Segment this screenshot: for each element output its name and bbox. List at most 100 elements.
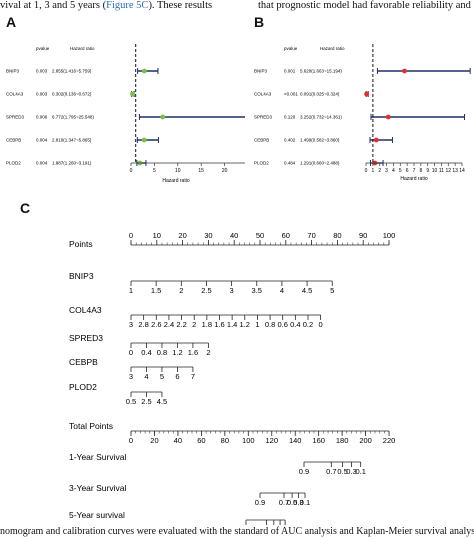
- forest-a-header-hr: Hazard ratio: [70, 46, 95, 51]
- nomogram-tick-label: 0.8: [157, 348, 167, 357]
- forest-a-xtick-label: 0: [130, 168, 133, 174]
- panel-label-c: C: [20, 200, 31, 216]
- nomogram-tick-label: 80: [221, 436, 229, 445]
- forest-b-xtick-label: 3: [385, 168, 388, 174]
- nomogram-tick-label: 0.3: [293, 498, 303, 507]
- nomogram-tick-label: 140: [289, 436, 302, 445]
- nomogram-tick-label: 0: [319, 320, 323, 329]
- forest-a-xtick-label: 10: [175, 168, 181, 174]
- nomogram-tick-label: 20: [150, 436, 158, 445]
- nomogram-tick-label: 1.6: [188, 348, 198, 357]
- nomogram-tick-label: 1.8: [202, 320, 212, 329]
- nomogram-tick-label: 50: [256, 231, 264, 240]
- forest-b-pvalue: 0.402: [284, 138, 296, 143]
- forest-b-xtick-label: 12: [446, 168, 452, 174]
- nomogram-row-label: Points: [69, 239, 93, 249]
- forest-a-pvalue: 0.004: [36, 138, 48, 143]
- forest-b-xtick-label: 2: [378, 168, 381, 174]
- figure-5c-link[interactable]: Figure 5C: [106, 0, 149, 11]
- forest-b-header-hr: Hazard ratio: [320, 46, 345, 51]
- nomogram-tick-label: 30: [204, 231, 212, 240]
- nomogram-tick-label: 0.4: [141, 348, 151, 357]
- forest-b-xtick-label: 13: [452, 168, 458, 174]
- nomogram-tick-label: 7: [191, 372, 195, 381]
- forest-a-hr-point: [141, 137, 147, 143]
- forest-b-hr-point: [402, 68, 407, 74]
- forest-a-xlabel: Hazard ratio: [162, 178, 189, 184]
- forest-b-hr-text: 3.252(0.732~14.361): [300, 115, 342, 120]
- nomogram-tick-label: 220: [383, 436, 396, 445]
- forest-a-hr-text: 0.302(0.136~0.672): [52, 92, 92, 97]
- text-top-left-prefix: vival at 1, 3 and 5 years (: [0, 0, 107, 11]
- forest-b-xtick-label: 14: [459, 168, 465, 174]
- nomogram-tick-label: 1.6: [214, 320, 224, 329]
- nomogram-tick-label: 60: [282, 231, 290, 240]
- nomogram-tick-label: 0.6: [277, 320, 287, 329]
- forest-a-hr-text: 2.855(1.416~5.759): [52, 69, 92, 74]
- nomogram-tick-label: 120: [266, 436, 279, 445]
- forest-b-hr-point: [385, 114, 391, 120]
- nomogram-tick-label: 0.9: [255, 498, 265, 507]
- nomogram-tick-label: 40: [174, 436, 182, 445]
- nomogram-tick-label: 5: [330, 286, 334, 295]
- forest-b-hr-point: [373, 137, 379, 143]
- nomogram-tick-label: 0.5: [287, 498, 297, 507]
- forest-a-gene-label: SPRED3: [6, 115, 25, 120]
- nomogram-tick-label: 0.8: [265, 320, 275, 329]
- nomogram-row-label: COL4A3: [69, 305, 102, 315]
- nomogram-tick-label: 3.5: [252, 286, 262, 295]
- forest-a-hr-point: [160, 114, 166, 120]
- forest-b-pvalue: 0.120: [284, 115, 296, 120]
- nomogram-tick-label: 1: [255, 320, 259, 329]
- nomogram-tick-label: 3: [230, 286, 234, 295]
- nomogram-row: CEBPB 3 4 5 6 7: [69, 357, 195, 381]
- forest-b-xtick-label: 6: [406, 168, 409, 174]
- nomogram-row: SPRED3 0 0.4 0.8 1.2 1.6 2: [69, 333, 210, 357]
- nomogram-tick-label: 100: [383, 231, 396, 240]
- forest-b-xtick-label: 1: [371, 168, 374, 174]
- forest-b-xtick-label: 4: [392, 168, 395, 174]
- nomogram-tick-label: 4: [144, 372, 148, 381]
- nomogram-row-label: BNIP3: [69, 271, 94, 281]
- nomogram-tick-label: 70: [307, 231, 315, 240]
- nomogram-tick-label: 180: [336, 436, 349, 445]
- nomogram-tick-label: 3: [129, 320, 133, 329]
- nomogram-tick-label: 0.5: [337, 467, 347, 476]
- nomogram-tick-label: 0.1: [355, 467, 365, 476]
- nomogram-tick-label: 2.2: [176, 320, 186, 329]
- nomogram-tick-label: 40: [230, 231, 238, 240]
- forest-a-gene-label: COL4A3: [6, 92, 24, 97]
- nomogram-row: PLOD2 0.5 2.5 4.5: [69, 382, 167, 406]
- forest-b-xtick-label: 5: [399, 168, 402, 174]
- forest-b-pvalue: 0.001: [284, 69, 296, 74]
- forest-b-xtick-label: 8: [419, 168, 422, 174]
- nomogram-row-label: Total Points: [69, 421, 113, 431]
- forest-b-header-pvalue: pvalue: [284, 46, 298, 51]
- forest-a-hr-point: [130, 91, 135, 97]
- nomogram-tick-label: 1.2: [172, 348, 182, 357]
- forest-a-xtick-label: 20: [222, 168, 228, 174]
- forest-b-gene-label: BNIP3: [254, 69, 268, 74]
- nomogram-tick-label: 6: [175, 372, 179, 381]
- nomogram-tick-label: 4: [280, 286, 284, 295]
- forest-b-hr-point: [364, 91, 370, 97]
- nomogram-tick-label: 2: [192, 320, 196, 329]
- nomogram-tick-label: 0.2: [303, 320, 313, 329]
- forest-b-hr-text: 5.620(1.663~15.194): [300, 69, 342, 74]
- nomogram-tick-label: 2: [179, 286, 183, 295]
- nomogram-tick-label: 2.6: [151, 320, 161, 329]
- forest-b-gene-label: PLOD2: [254, 161, 269, 166]
- nomogram-tick-label: 0.5: [126, 397, 136, 406]
- forest-plot-b: pvalue Hazard ratio BNIP3 0.001 5.620(1.66…: [254, 44, 471, 182]
- forest-b-hr-text: 1.499(0.582~3.860): [300, 138, 340, 143]
- text-top-left-suffix: ). These results: [148, 0, 213, 11]
- nomogram-tick-label: 4.5: [157, 397, 167, 406]
- nomogram-tick-label: 0.7: [279, 498, 289, 507]
- nomogram-tick-label: 2.8: [138, 320, 148, 329]
- forest-b-pvalue: 0.484: [284, 161, 296, 166]
- forest-a-hr-point: [141, 68, 147, 74]
- nomogram-tick-label: 90: [359, 231, 367, 240]
- body-text-top-left: vival at 1, 3 and 5 years (Figure 5C). T…: [0, 0, 222, 14]
